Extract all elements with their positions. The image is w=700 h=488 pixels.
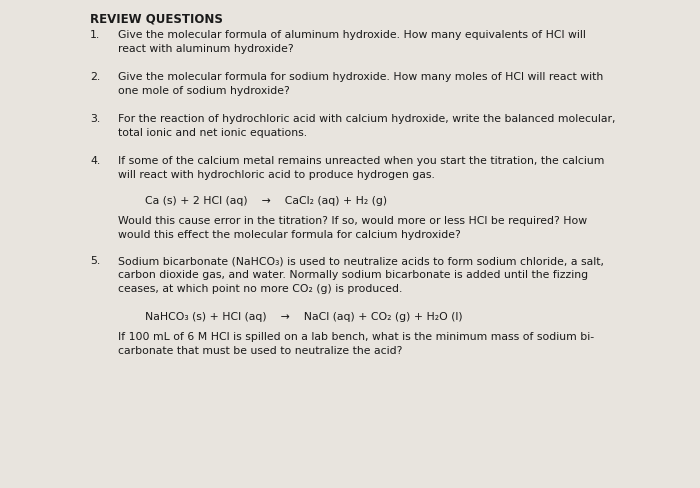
- Text: 4.: 4.: [90, 156, 100, 166]
- Text: Would this cause error in the titration? If so, would more or less HCl be requir: Would this cause error in the titration?…: [118, 216, 587, 226]
- Text: For the reaction of hydrochloric acid with calcium hydroxide, write the balanced: For the reaction of hydrochloric acid wi…: [118, 114, 615, 124]
- Text: 2.: 2.: [90, 72, 100, 82]
- Text: react with aluminum hydroxide?: react with aluminum hydroxide?: [118, 44, 293, 54]
- Text: Give the molecular formula for sodium hydroxide. How many moles of HCl will reac: Give the molecular formula for sodium hy…: [118, 72, 603, 82]
- Text: NaHCO₃ (s) + HCl (aq)    →    NaCl (aq) + CO₂ (g) + H₂O (l): NaHCO₃ (s) + HCl (aq) → NaCl (aq) + CO₂ …: [145, 312, 463, 322]
- Text: ceases, at which point no more CO₂ (g) is produced.: ceases, at which point no more CO₂ (g) i…: [118, 284, 402, 294]
- Text: total ionic and net ionic equations.: total ionic and net ionic equations.: [118, 128, 307, 138]
- Text: REVIEW QUESTIONS: REVIEW QUESTIONS: [90, 12, 223, 25]
- Text: If some of the calcium metal remains unreacted when you start the titration, the: If some of the calcium metal remains unr…: [118, 156, 604, 166]
- Text: Ca (s) + 2 HCl (aq)    →    CaCl₂ (aq) + H₂ (g): Ca (s) + 2 HCl (aq) → CaCl₂ (aq) + H₂ (g…: [145, 196, 387, 206]
- Text: carbonate that must be used to neutralize the acid?: carbonate that must be used to neutraliz…: [118, 346, 402, 356]
- Text: would this effect the molecular formula for calcium hydroxide?: would this effect the molecular formula …: [118, 230, 461, 240]
- Text: 1.: 1.: [90, 30, 100, 40]
- Text: Sodium bicarbonate (NaHCO₃) is used to neutralize acids to form sodium chloride,: Sodium bicarbonate (NaHCO₃) is used to n…: [118, 256, 604, 266]
- Text: If 100 mL of 6 M HCl is spilled on a lab bench, what is the minimum mass of sodi: If 100 mL of 6 M HCl is spilled on a lab…: [118, 332, 594, 342]
- Text: one mole of sodium hydroxide?: one mole of sodium hydroxide?: [118, 86, 290, 96]
- Text: 5.: 5.: [90, 256, 100, 266]
- Text: will react with hydrochloric acid to produce hydrogen gas.: will react with hydrochloric acid to pro…: [118, 170, 435, 180]
- Text: carbon dioxide gas, and water. Normally sodium bicarbonate is added until the fi: carbon dioxide gas, and water. Normally …: [118, 270, 588, 280]
- Text: Give the molecular formula of aluminum hydroxide. How many equivalents of HCl wi: Give the molecular formula of aluminum h…: [118, 30, 586, 40]
- Text: 3.: 3.: [90, 114, 100, 124]
